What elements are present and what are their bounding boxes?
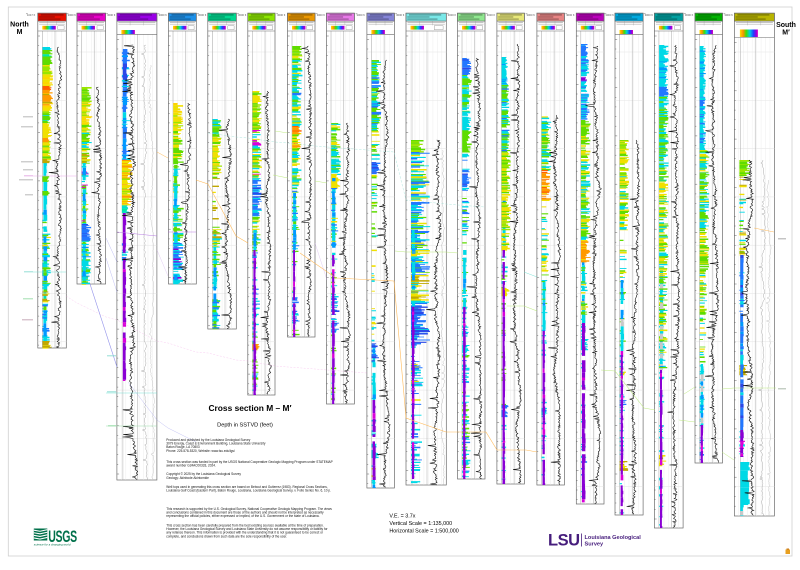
- svg-text:3000 ft: 3000 ft: [356, 13, 364, 17]
- svg-text:3000 ft: 3000 ft: [526, 13, 534, 17]
- svg-text:Horizontal Scale = 1:500,000: Horizontal Scale = 1:500,000: [389, 529, 458, 535]
- svg-text:USGS: USGS: [48, 526, 77, 545]
- svg-text:South: South: [776, 22, 796, 29]
- svg-text:Baton Rouge, LA 70803: Baton Rouge, LA 70803: [166, 445, 200, 449]
- svg-text:1047 ft: 1047 ft: [27, 13, 35, 17]
- svg-text:Cross section M – M′: Cross section M – M′: [209, 403, 292, 413]
- svg-text:3000 ft: 3000 ft: [198, 13, 206, 17]
- svg-text:Copyright © 2025 by the Louisi: Copyright © 2025 by the Louisiana Geolog…: [166, 472, 241, 476]
- svg-text:Phone: 225-578-5320, Website:: Phone: 225-578-5320, Website: www.lsu.ed…: [166, 449, 235, 453]
- svg-text:science for a changing world: science for a changing world: [34, 542, 71, 546]
- svg-text:award number G24AC00333, 2024.: award number G24AC00333, 2024.: [166, 463, 216, 467]
- svg-text:3000 ft: 3000 ft: [68, 13, 76, 17]
- svg-text:3000 ft: 3000 ft: [277, 13, 285, 17]
- svg-text:3000 ft: 3000 ft: [107, 13, 115, 17]
- svg-text:M′: M′: [782, 30, 790, 37]
- svg-text:LSU: LSU: [548, 532, 580, 550]
- svg-text:Depth in SSTVD (feet): Depth in SSTVD (feet): [217, 422, 273, 428]
- svg-text:However, the Louisiana Geologi: However, the Louisiana Geological Survey…: [166, 527, 327, 531]
- svg-text:Louisiana Gulf Coast (Eastern: Louisiana Gulf Coast (Eastern Part), Bat…: [166, 488, 331, 492]
- svg-text:3000 ft: 3000 ft: [159, 13, 167, 17]
- svg-text:3000 ft: 3000 ft: [605, 13, 613, 17]
- svg-text:3000 ft: 3000 ft: [317, 13, 325, 17]
- svg-text:North: North: [10, 22, 29, 29]
- svg-text:M: M: [17, 29, 23, 36]
- svg-text:Louisiana Geological: Louisiana Geological: [585, 535, 642, 541]
- svg-text:3000 ft: 3000 ft: [487, 13, 495, 17]
- svg-text:Vertical Scale = 1:135,000: Vertical Scale = 1:135,000: [389, 521, 452, 527]
- svg-text:and conclusions contained in t: and conclusions contained in this docume…: [166, 511, 324, 515]
- svg-text:Produced and published by the: Produced and published by the Louisiana …: [166, 438, 250, 442]
- svg-text:3000 ft: 3000 ft: [645, 13, 653, 17]
- svg-text:Geology: Akinbode Akintomide: Geology: Akinbode Akintomide: [166, 476, 209, 480]
- svg-text:3000 ft: 3000 ft: [238, 13, 246, 17]
- svg-text:3000 ft: 3000 ft: [685, 13, 693, 17]
- svg-text:This cross section has been ca: This cross section has been carefully pr…: [166, 524, 324, 528]
- svg-text:complete, and conclusions draw: complete, and conclusions drawn from suc…: [166, 534, 287, 538]
- svg-text:3000 ft: 3000 ft: [396, 13, 404, 17]
- svg-text:V.E. = 3.7x: V.E. = 3.7x: [389, 514, 415, 520]
- svg-text:Survey: Survey: [585, 542, 605, 548]
- svg-text:This cross section was funded: This cross section was funded in part by…: [166, 460, 332, 464]
- svg-text:3000 ft: 3000 ft: [448, 13, 456, 17]
- svg-text:3000 ft: 3000 ft: [724, 13, 732, 17]
- svg-text:3000 ft: 3000 ft: [566, 13, 574, 17]
- svg-text:This research is supported by: This research is supported by the U.S. G…: [166, 507, 332, 511]
- svg-text:3079 Energy, Coast & Environme: 3079 Energy, Coast & Environment Buildin…: [166, 442, 266, 446]
- svg-text:Well tops used in generating t: Well tops used in generating this cross …: [166, 485, 328, 489]
- svg-text:representing the official poli: representing the official policies, eith…: [166, 514, 319, 518]
- svg-text:any reliance thereon. This inf: any reliance thereon. This information i…: [166, 531, 323, 535]
